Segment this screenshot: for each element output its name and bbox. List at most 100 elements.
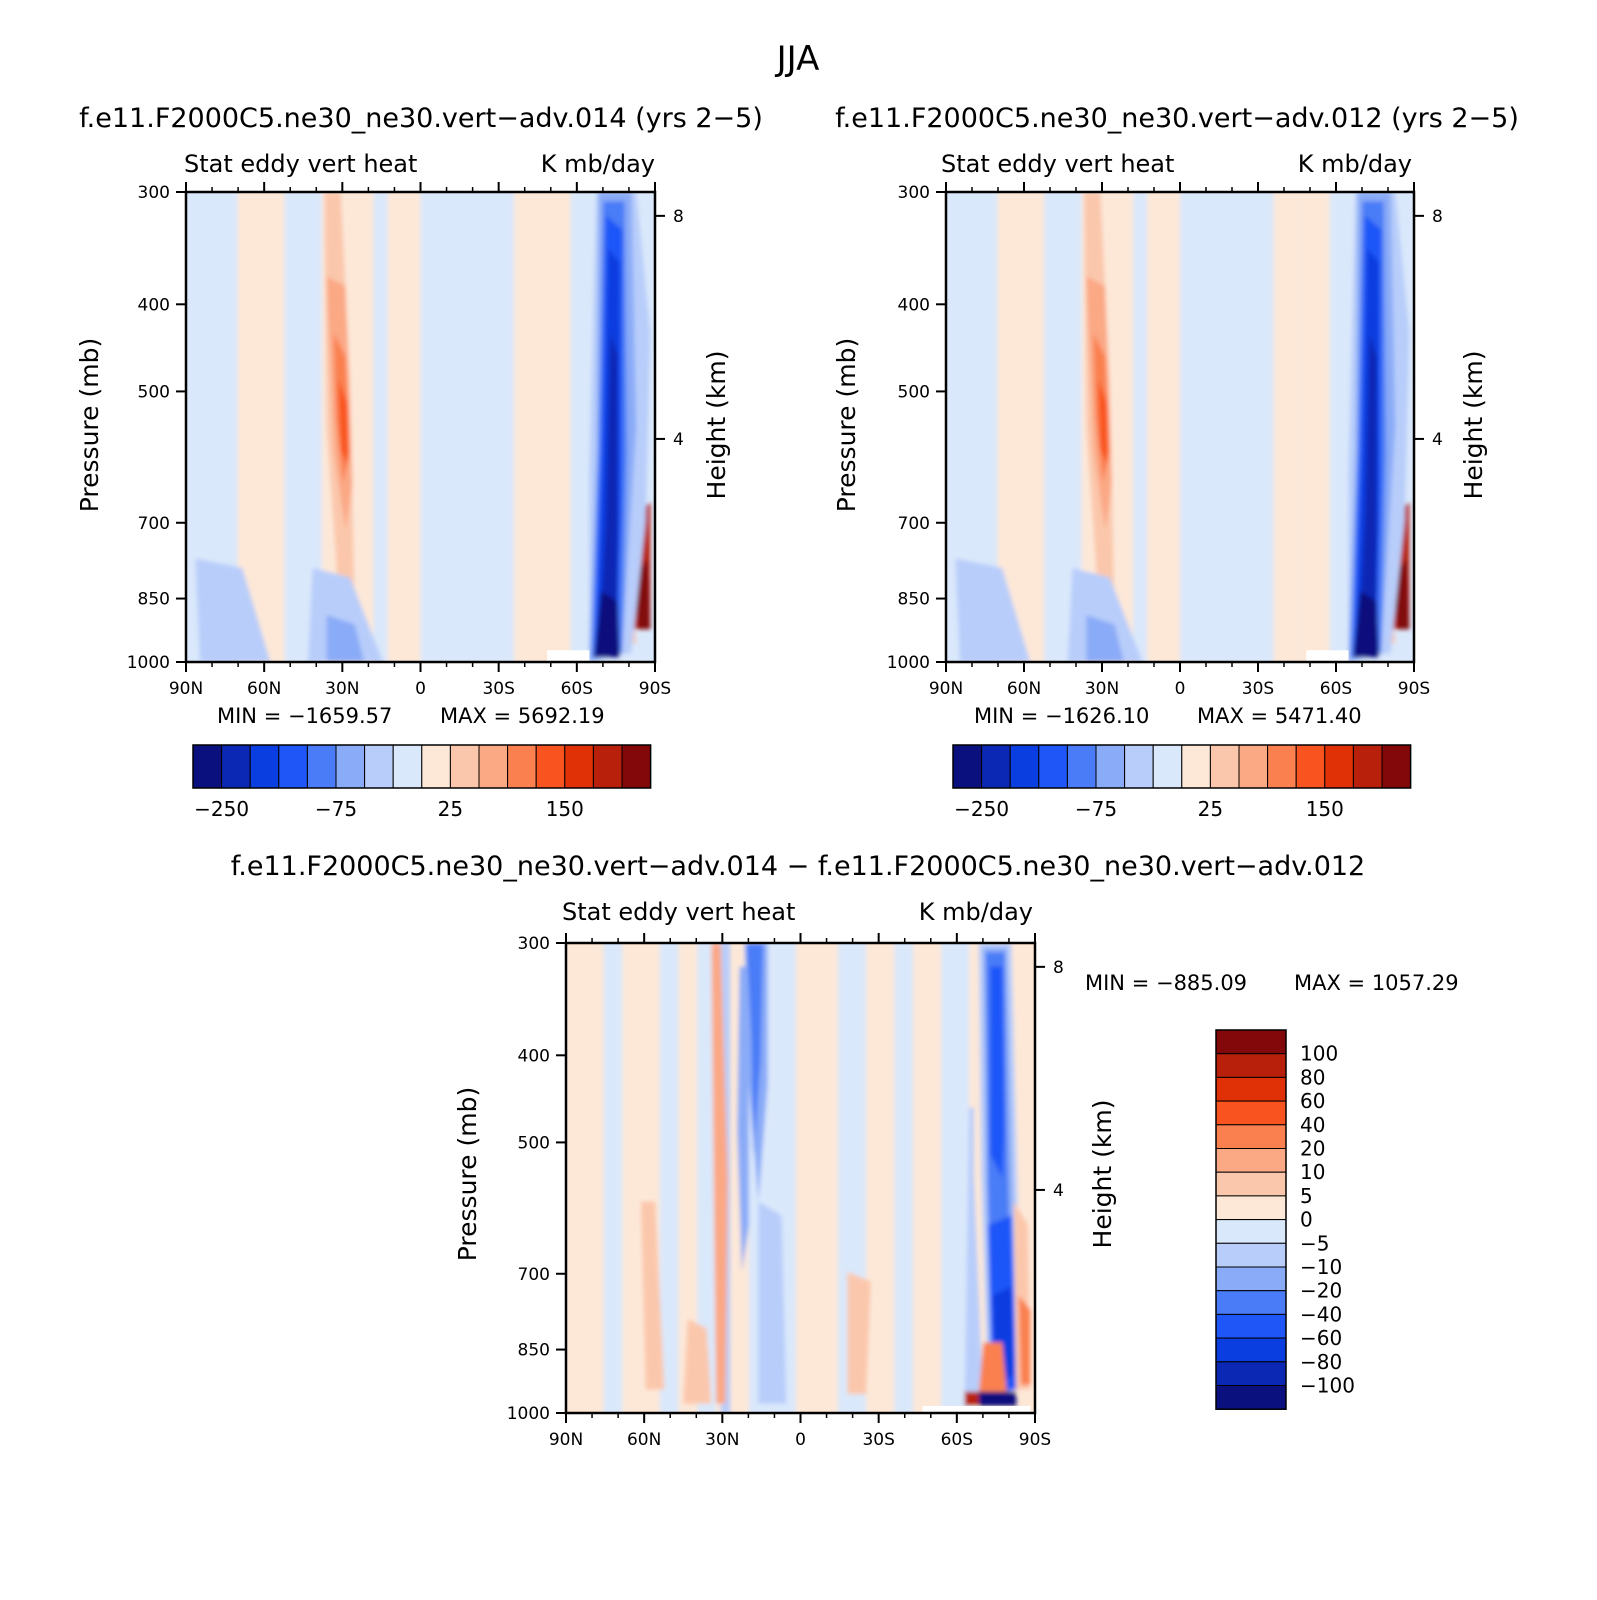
panel-3-ylabel: Pressure (mb) [453,1087,482,1261]
x-tick-label: 90N [929,679,963,699]
colorbar-swatch [981,744,1011,789]
colorbar-label: 150 [546,797,584,821]
colorbar-2: −250 −75 25 150 [952,744,1412,821]
colorbar-label: −5 [1300,1231,1329,1255]
colorbar-label: 25 [1198,797,1223,821]
colorbar-label: −10 [1300,1255,1342,1279]
panel-1: 90N 60N 30N 0 30S 60S 90S 300 400 500 700 850 1000 8 4 [127,182,684,699]
colorbar-swatch [952,744,983,789]
contour-band [866,943,895,1413]
colorbar-swatch [592,744,623,789]
x-tick-label: 90S [639,679,671,699]
contour-band [514,192,543,662]
contour-patch [641,1201,665,1390]
panel-3-header: f.e11.F2000C5.ne30_ne30.vert−adv.014 − f… [231,851,1366,882]
colorbar-swatch [1181,744,1211,789]
contour-patch [990,966,1005,1178]
panel-2: 90N 60N 30N 0 30S 60S 90S 300 400 500 700 850 1000 8 4 [887,182,1443,699]
contour-band [1133,192,1148,662]
contour-patch [307,568,383,662]
field-contours [603,943,1031,1413]
colorbar-swatch [1267,744,1297,789]
y-tick-label: 850 [898,590,930,610]
contour-patch [746,943,763,1155]
colorbar-swatch [1009,744,1040,789]
colorbar-swatch [1215,1076,1287,1102]
colorbar-swatch [1352,744,1383,789]
y-right-tick-label: 8 [673,207,684,227]
y-tick-label: 300 [518,934,550,954]
panel-1-ylabel: Pressure (mb) [75,338,104,512]
contour-band [697,943,717,1413]
colorbar-swatch [564,744,594,789]
missing-data [547,650,590,662]
colorbar-swatch [335,744,366,789]
panel-3-ylabel-right: Height (km) [1088,1100,1117,1249]
x-tick-label: 60S [1320,679,1352,699]
y-tick-label: 400 [138,295,170,315]
colorbar-label: −100 [1300,1374,1355,1398]
contour-patch [711,943,728,1404]
panel-2-field [946,192,1414,662]
x-tick-label: 60N [1007,679,1041,699]
colorbar-swatch [1124,744,1154,789]
y-tick-label: 1000 [507,1404,550,1424]
colorbar-swatch [421,744,451,789]
colorbar-swatch [1038,744,1068,789]
colorbar-frame [192,744,652,789]
colorbar-label: 40 [1300,1113,1325,1137]
panel-2-min: MIN = −1626.10 [974,704,1149,728]
colorbar-label: −60 [1300,1326,1342,1350]
x-tick-label: 30N [705,1430,739,1450]
colorbar-swatch [1215,1361,1287,1387]
colorbar-swatch [1295,744,1326,789]
contour-patch [978,1342,1007,1395]
contour-patch [326,615,365,662]
contour-band [420,192,515,662]
x-tick-label: 90S [1398,679,1430,699]
colorbar-swatch [1238,744,1269,789]
colorbar-label: 60 [1300,1089,1325,1113]
colorbar-label: 5 [1300,1184,1313,1208]
missing-data [1306,650,1349,662]
panel-3: 90N 60N 30N 0 30S 60S 90S 300 400 500 700 850 1000 8 4 [507,933,1064,1450]
x-tick-label: 30S [1242,679,1274,699]
colorbar-label: −250 [194,797,249,821]
colorbar-frame [952,744,1412,789]
colorbar-swatch [1066,744,1097,789]
x-tick-label: 60N [627,1430,661,1450]
colorbar-label: 0 [1300,1208,1313,1232]
colorbar-swatch [535,744,566,789]
contour-band [387,192,421,662]
panel-2-ylabel-right: Height (km) [1459,351,1488,500]
colorbar-swatch [1152,744,1183,789]
contour-band [603,943,623,1413]
contour-patch [1357,333,1377,653]
y-tick-label: 1000 [127,653,170,673]
colorbar-swatch [192,744,223,789]
x-tick-label: 30N [325,679,359,699]
contour-patch [683,1319,712,1404]
colorbar-label: −75 [315,797,357,821]
colorbar-frame [1215,1029,1287,1410]
x-tick-label: 90N [169,679,203,699]
colorbar-swatch [621,744,652,789]
colorbar-label: 20 [1300,1137,1325,1161]
contour-patch [1086,615,1124,662]
panel-3-min: MIN = −885.09 [1085,971,1247,995]
chart-layer: 90N 60N 30N 0 30S 60S 90S300400500700850100084… [127,182,1443,1450]
figure-title: JJA [775,39,820,79]
colorbar-swatch [1215,1029,1287,1055]
panel-2-subtitle-right: K mb/day [1298,150,1412,178]
y-tick-label: 500 [898,382,930,402]
y-tick-label: 500 [518,1133,550,1153]
missing-data [922,1405,1031,1413]
colorbar-swatch [478,744,509,789]
contour-band [542,192,571,662]
contour-band [659,943,679,1413]
contour-band [1180,192,1274,662]
contour-band [1147,192,1180,662]
contour-patch [737,966,749,1272]
panel-1-max: MAX = 5692.19 [440,704,605,728]
